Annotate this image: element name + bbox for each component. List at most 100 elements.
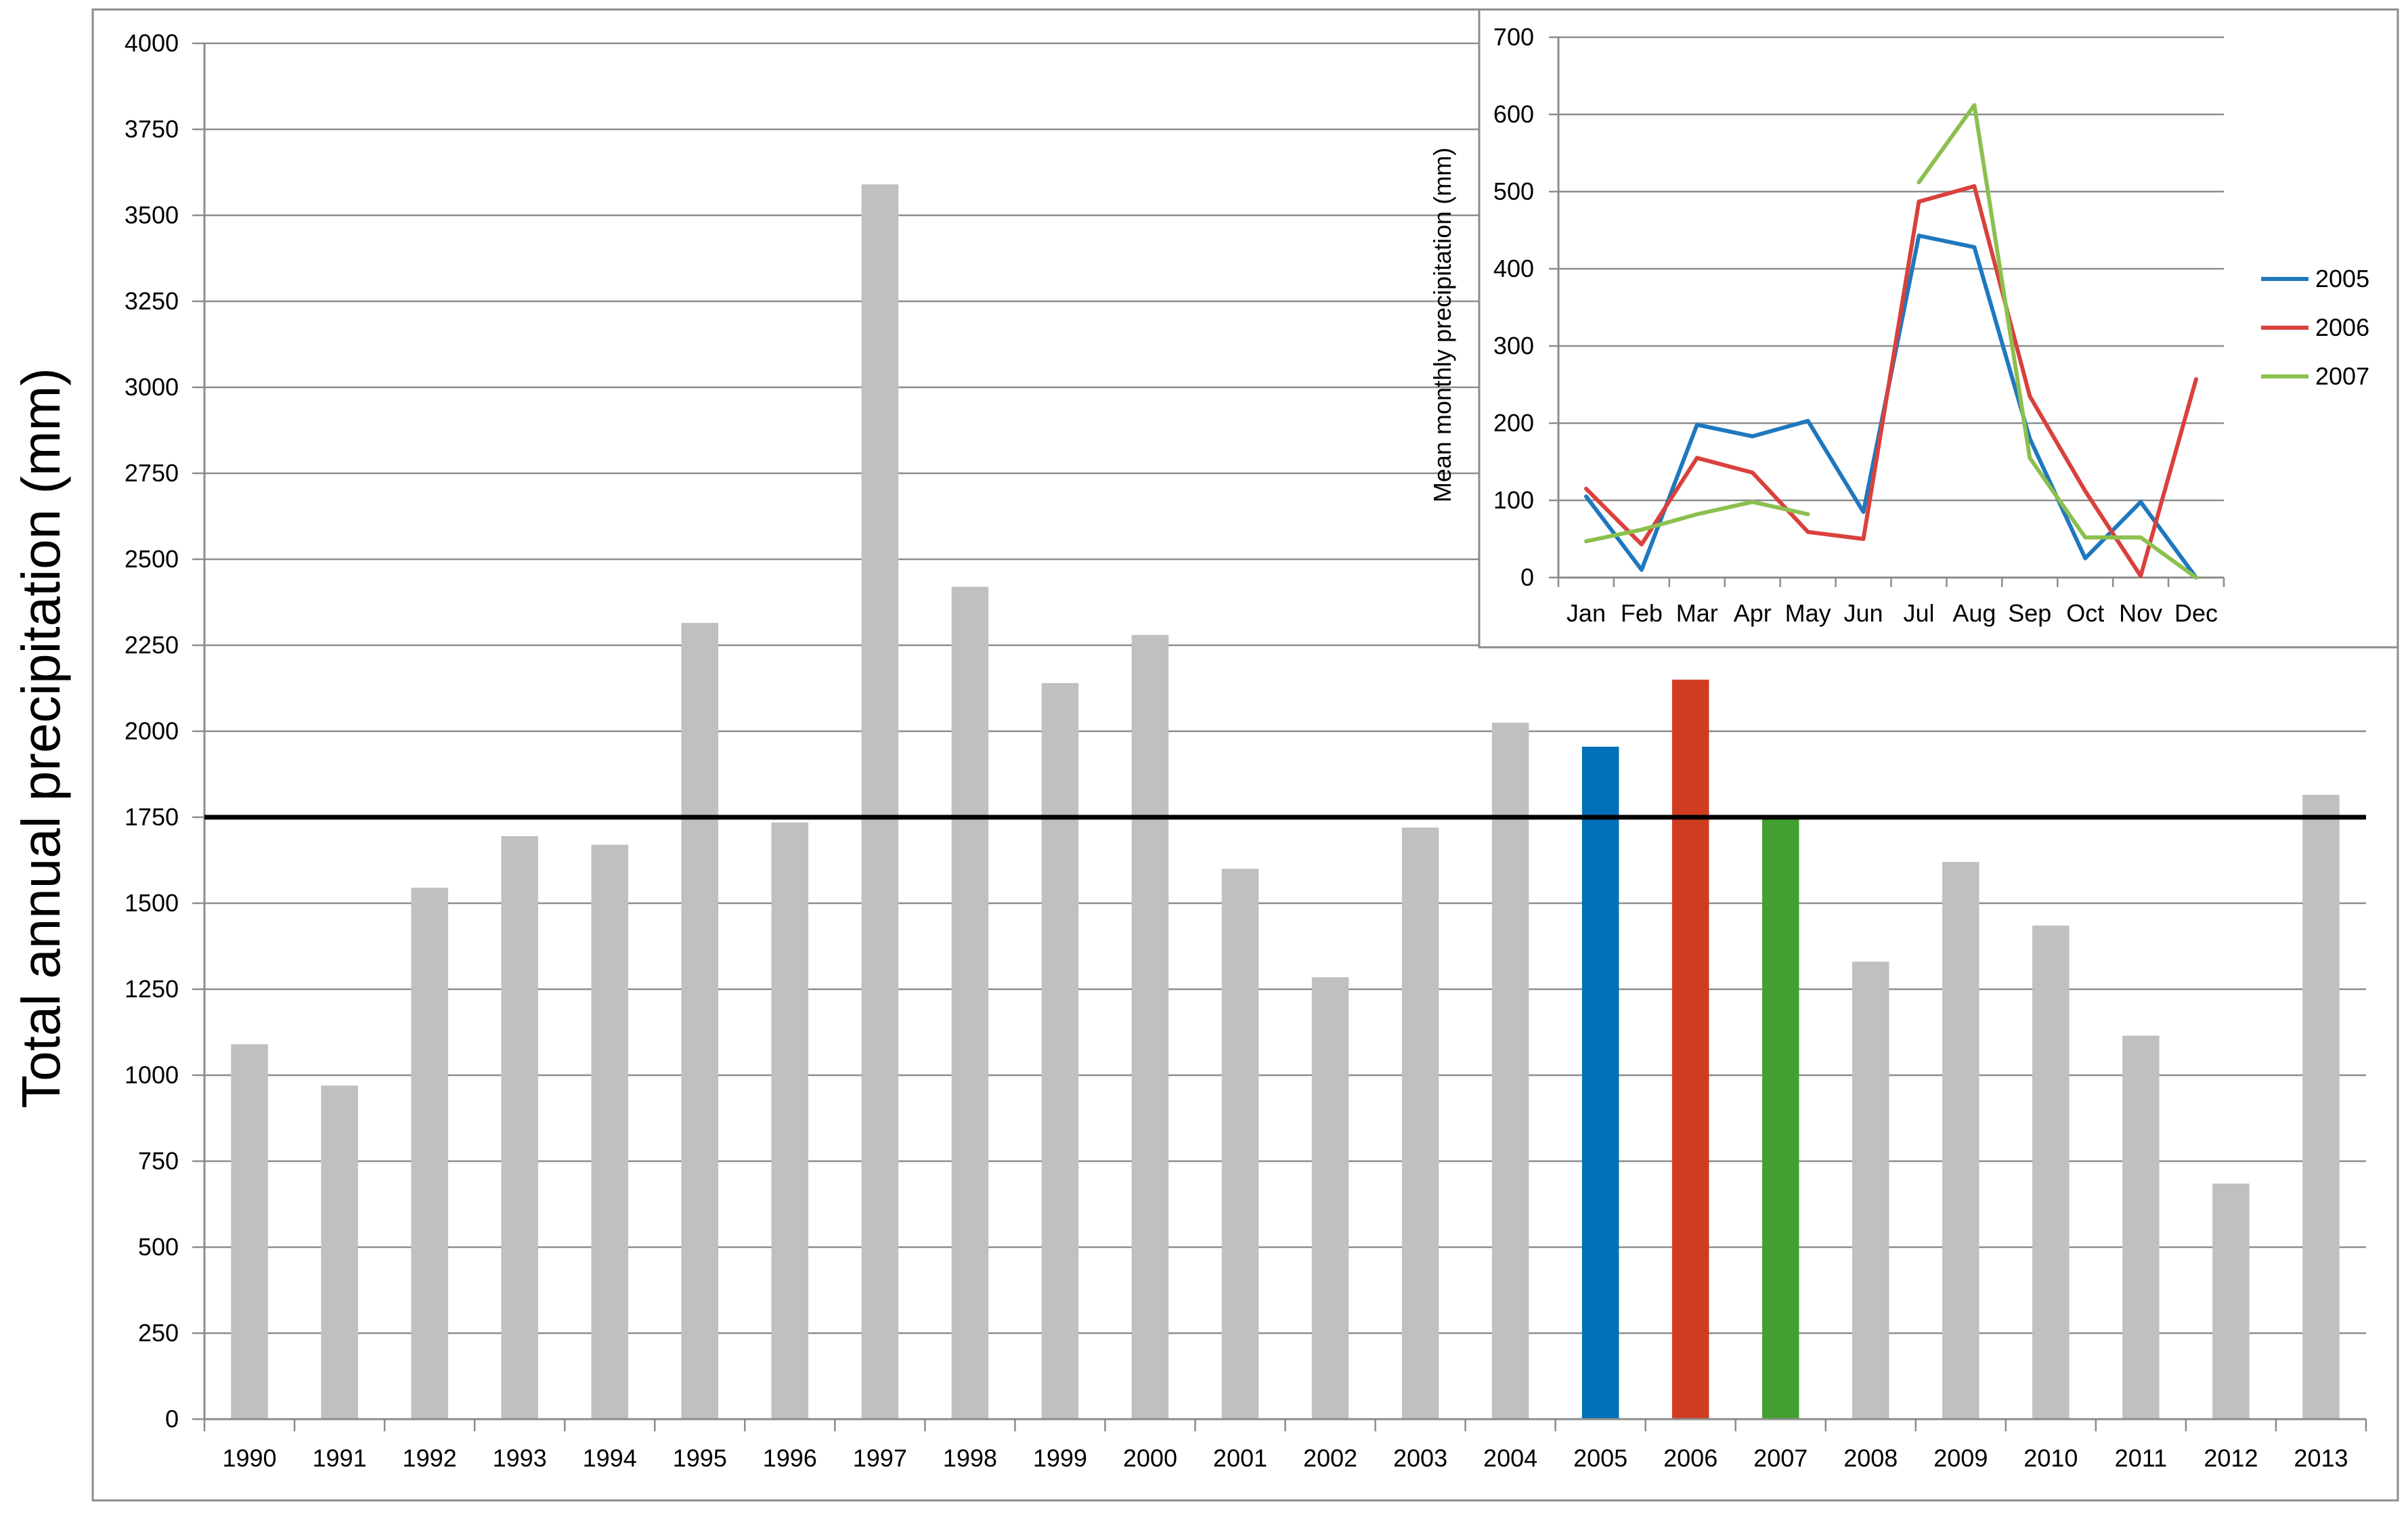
main-x-tick-label: 1998	[943, 1444, 997, 1472]
bar-1993	[501, 836, 538, 1419]
main-y-tick-label: 2250	[125, 631, 179, 659]
main-x-tick-label: 2000	[1123, 1444, 1177, 1472]
main-y-tick-label: 500	[138, 1233, 179, 1261]
inset-series-lines	[1584, 103, 2198, 580]
legend-label-2007: 2007	[2315, 362, 2369, 390]
inset-x-tick-label: Jun	[1844, 599, 1883, 627]
inset-x-tick-label: May	[1785, 599, 1831, 627]
main-x-tick-label: 2001	[1213, 1444, 1267, 1472]
main-bars	[231, 184, 2340, 1419]
main-x-tick-label: 2012	[2204, 1444, 2258, 1472]
main-y-tick-label: 2000	[125, 717, 179, 745]
main-y-tick-label: 3500	[125, 201, 179, 229]
bar-2001	[1221, 869, 1259, 1419]
main-y-tick-label: 3000	[125, 373, 179, 401]
main-y-axis-label: Total annual precipitation (mm)	[11, 368, 71, 1108]
main-x-tick-label: 2011	[2115, 1444, 2167, 1472]
main-x-tick-label: 2009	[1933, 1444, 1988, 1472]
bar-1991	[321, 1085, 358, 1419]
main-y-tick-label: 1500	[125, 889, 179, 917]
main-x-tick-label: 1990	[222, 1444, 276, 1472]
bar-2011	[2122, 1035, 2160, 1419]
main-x-tick-label: 2008	[1843, 1444, 1898, 1472]
main-y-tick-label: 250	[138, 1319, 179, 1347]
inset-chart: 0 100 200 300 400 500 600 700 Jan Feb Mar Apr May Ju…	[1428, 8, 2399, 649]
bar-2012	[2212, 1184, 2250, 1419]
main-x-tick-label: 1993	[493, 1444, 547, 1472]
main-x-tick-label: 1995	[673, 1444, 727, 1472]
inset-x-tick-label: Aug	[1952, 599, 1996, 627]
bar-2010	[2032, 926, 2070, 1419]
bar-2007	[1761, 817, 1799, 1419]
main-y-tick-label: 1000	[125, 1061, 179, 1089]
bar-1994	[591, 844, 628, 1419]
main-x-tick-label: 2007	[1753, 1444, 1808, 1472]
main-x-tick-label: 1997	[853, 1444, 907, 1472]
inset-x-tick-label: Feb	[1621, 599, 1663, 627]
main-y-tick-label: 1750	[125, 803, 179, 831]
main-y-tick-label: 750	[138, 1147, 179, 1175]
inset-y-tick-label: 300	[1493, 332, 1534, 360]
bar-1992	[411, 888, 448, 1419]
inset-y-tick-label: 100	[1493, 486, 1534, 514]
inset-y-tick-label: 400	[1493, 255, 1534, 282]
inset-x-tick-label: Apr	[1734, 599, 1772, 627]
inset-y-axis-label: Mean monthly precipitation (mm)	[1428, 148, 1456, 502]
bar-2003	[1401, 827, 1439, 1419]
line-series-2006	[1584, 184, 2198, 578]
inset-x-tick-label: Mar	[1676, 599, 1718, 627]
inset-x-tick-label: Jan	[1567, 599, 1606, 627]
inset-y-tick-label: 200	[1493, 409, 1534, 437]
bar-2002	[1311, 977, 1349, 1419]
inset-y-tick-label: 700	[1493, 23, 1534, 51]
inset-x-tick-label: Dec	[2174, 599, 2218, 627]
inset-border	[1478, 8, 2399, 649]
bar-2004	[1491, 722, 1529, 1419]
main-x-tick-label: 2013	[2294, 1444, 2348, 1472]
main-axes	[203, 43, 2367, 1431]
inset-y-tick-labels: 0 100 200 300 400 500 600 700	[1493, 23, 1534, 591]
main-x-tick-label: 2003	[1393, 1444, 1447, 1472]
bar-1997	[861, 184, 899, 1419]
bar-1990	[231, 1044, 268, 1419]
bar-2005	[1581, 746, 1619, 1419]
inset-axes	[1557, 37, 2225, 587]
main-y-tick-label: 2500	[125, 545, 179, 573]
bar-2008	[1852, 961, 1889, 1419]
main-y-tick-label: 1250	[125, 975, 179, 1003]
inset-x-tick-label: Jul	[1903, 599, 1934, 627]
bar-2000	[1131, 634, 1169, 1419]
main-x-tick-label: 2002	[1303, 1444, 1357, 1472]
main-y-tick-label: 3750	[125, 115, 179, 143]
legend-label-2006: 2006	[2315, 313, 2369, 341]
bar-2009	[1942, 862, 1979, 1419]
bar-1999	[1041, 682, 1079, 1419]
main-y-tick-label: 0	[165, 1405, 179, 1433]
inset-x-tick-label: Sep	[2008, 599, 2051, 627]
line-series-2007	[1584, 103, 2198, 580]
main-x-tick-labels: 1990 1991 1992 1993 1994 1995 1996 1997 1998 1999…	[222, 1444, 2348, 1472]
bar-2013	[2302, 794, 2340, 1419]
inset-y-tick-label: 500	[1493, 177, 1534, 205]
main-x-tick-label: 2010	[2023, 1444, 2078, 1472]
inset-x-tick-labels: Jan Feb Mar Apr May Jun Jul Aug Sep Oct Nov Dec	[1567, 599, 2218, 627]
inset-x-tick-label: Nov	[2119, 599, 2162, 627]
bar-1998	[951, 586, 989, 1419]
inset-y-tick-label: 600	[1493, 100, 1534, 128]
inset-y-tick-label: 0	[1520, 563, 1534, 591]
bar-1995	[681, 622, 719, 1419]
inset-legend: 2005 2006 2007	[2261, 265, 2369, 390]
main-x-tick-label: 1996	[763, 1444, 817, 1472]
main-x-tick-label: 2004	[1483, 1444, 1537, 1472]
main-y-tick-labels: 0 250 500 750 1000 1250 1500 1750 2000 2250 2500 27…	[125, 29, 179, 1433]
bar-2006	[1671, 679, 1709, 1419]
inset-x-tick-label: Oct	[2066, 599, 2104, 627]
main-y-tick-label: 3250	[125, 287, 179, 315]
main-y-tick-label: 4000	[125, 29, 179, 57]
main-x-tick-label: 2005	[1573, 1444, 1627, 1472]
bar-1996	[771, 822, 809, 1419]
legend-label-2005: 2005	[2315, 265, 2369, 292]
main-x-tick-label: 2006	[1663, 1444, 1717, 1472]
main-x-tick-label: 1994	[583, 1444, 637, 1472]
